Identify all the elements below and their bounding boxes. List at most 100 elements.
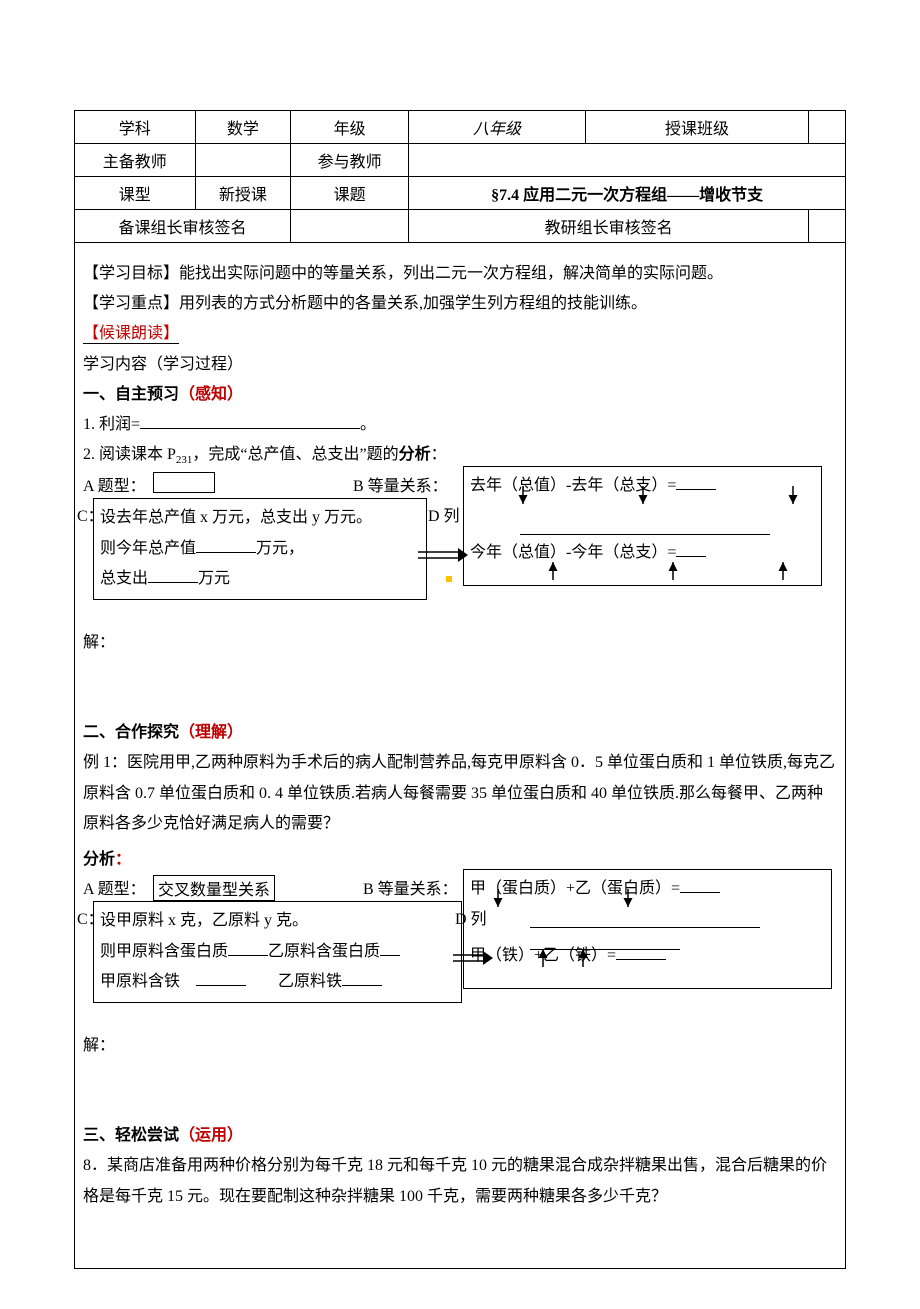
section1-title-black: 一、自主预习 [83, 386, 179, 403]
blank [196, 969, 246, 986]
cell-type: 新授课 [195, 177, 291, 210]
spacer [83, 1061, 837, 1101]
learning-focus: 【学习重点】用列表的方式分析题中的各量关系,加强学生列方程组的技能训练。 [83, 289, 837, 313]
blank [342, 969, 382, 986]
blank [228, 939, 268, 956]
s1-q2-colon: ： [431, 446, 447, 463]
s2-analysis: 分析： [83, 845, 837, 869]
section2-title: 二、合作探究（理解） [83, 718, 837, 742]
page: 学科 数学 年级 八年级 授课班级 主备教师 参与教师 课型 新授课 课题 §7… [0, 0, 920, 1309]
s1-C-line2: 则今年总产值 万元， [100, 534, 420, 564]
cell-type-label: 课型 [75, 177, 196, 210]
s1-C-line2a: 则今年总产值 [100, 540, 196, 557]
cell-grade: 八年级 [409, 111, 586, 144]
s1-C-label: C： [77, 502, 104, 526]
section3-title: 三、轻松尝试（运用） [83, 1121, 837, 1145]
cell-class-label: 授课班级 [585, 111, 808, 144]
cell-co-teacher-label: 参与教师 [291, 144, 409, 177]
s1-C-line3b: 万元 [198, 570, 230, 587]
s2-A-box: 交叉数量型关系 [153, 875, 275, 901]
section2-title-black: 二、合作探究 [83, 724, 179, 741]
blank [196, 536, 256, 553]
s1-C-line3a: 总支出 [100, 570, 148, 587]
study-content-label: 学习内容（学习过程） [83, 350, 837, 374]
blank [148, 566, 198, 583]
section3-title-red: （运用） [179, 1127, 243, 1144]
blank [676, 473, 716, 490]
s1-A-box [153, 472, 215, 493]
s2-C-line1: 设甲原料 x 克，乙原料 y 克。 [100, 906, 455, 936]
cell-group-sign [291, 210, 409, 243]
blank [140, 412, 360, 429]
s3-question: 8．某商店准备用两种价格分别为每千克 18 元和每千克 10 元的糖果混合成杂拌… [83, 1151, 837, 1212]
s1-q2: 2. 阅读课本 P231，完成“总产值、总支出”题的分析： [83, 440, 837, 466]
cell-research-sign [809, 210, 846, 243]
section1-title: 一、自主预习（感知） [83, 380, 837, 404]
blank [380, 939, 400, 956]
s1-q1: 1. 利润=。 [83, 410, 837, 434]
table-row: 主备教师 参与教师 [75, 144, 846, 177]
focus-label: 【学习重点】 [83, 295, 179, 312]
blank [676, 540, 706, 557]
s1-C-line1: 设去年总产值 x 万元，总支出 y 万元。 [100, 503, 420, 533]
s1-left-box: 设去年总产值 x 万元，总支出 y 万元。 则今年总产值 万元， 总支出 万元 [93, 498, 427, 600]
blank [520, 518, 770, 535]
s2-analysis-text: 分析 [83, 851, 115, 868]
content-body: 【学习目标】能找出实际问题中的等量关系，列出二元一次方程组，解决简单的实际问题。… [74, 243, 846, 1269]
s2-B-text: 甲（蛋白质）+乙（蛋白质）= [470, 874, 825, 904]
s1-C-line3: 总支出 万元 [100, 564, 420, 594]
cell-topic-label: 课题 [291, 177, 409, 210]
cell-main-teacher-label: 主备教师 [75, 144, 196, 177]
s2-C-line3: 甲原料含铁 乙原料铁 [100, 967, 455, 997]
s3-q-text: 某商店准备用两种价格分别为每千克 18 元和每千克 10 元的糖果混合成杂拌糖果… [83, 1157, 827, 1204]
section2-title-red: （理解） [179, 724, 243, 741]
section1-title-red: （感知） [179, 386, 243, 403]
s1-B-label: B 等量关系： [353, 472, 448, 496]
s2-ex-text: 医院用甲,乙两种原料为手术后的病人配制营养品,每克甲原料含 0．5 单位蛋白质和… [83, 754, 835, 832]
learning-goal: 【学习目标】能找出实际问题中的等量关系，列出二元一次方程组，解决简单的实际问题。 [83, 259, 837, 283]
table-row: 学科 数学 年级 八年级 授课班级 [75, 111, 846, 144]
s1-D-text: 今年（总值）-今年（总支）= [470, 538, 815, 568]
s1-D-text-span: 今年（总值）-今年（总支）= [470, 544, 676, 561]
cell-group-sign-label: 备课组长审核签名 [75, 210, 291, 243]
s2-ex-prefix: 例 1： [83, 754, 127, 771]
section3-title-black: 三、轻松尝试 [83, 1127, 179, 1144]
spacer [83, 1218, 837, 1238]
s2-A-label: A 题型： [83, 875, 146, 899]
blank [530, 911, 760, 928]
s1-C-line2b: 万元， [256, 540, 304, 557]
s1-B-text-span: 去年（总值）-去年（总支）= [470, 477, 676, 494]
blank [530, 933, 680, 950]
s1-q2-prefix: 2. 阅读课本 P [83, 446, 176, 463]
goal-text: 能找出实际问题中的等量关系，列出二元一次方程组，解决简单的实际问题。 [179, 265, 723, 282]
cell-class [809, 111, 846, 144]
s2-solve: 解： [83, 1031, 837, 1055]
s2-right-box: 甲（蛋白质）+乙（蛋白质）= 甲（铁）+乙（铁）= [463, 869, 832, 989]
s1-B-text: 去年（总值）-去年（总支）= [470, 471, 815, 501]
read-label: 【候课朗读】 [83, 319, 179, 344]
s1-q2-bold: 分析 [399, 446, 431, 463]
s2-mid-line [470, 905, 825, 941]
s1-q1-suffix: 。 [360, 416, 376, 433]
s1-right-box: 去年（总值）-去年（总支）= 今年（总值）-今年（总支）= [463, 466, 822, 586]
goal-label: 【学习目标】 [83, 265, 179, 282]
s2-left-box: 设甲原料 x 克，乙原料 y 克。 则甲原料含蛋白质乙原料含蛋白质 甲原料含铁 … [93, 901, 462, 1003]
s1-q2-sub: 231 [176, 454, 193, 466]
s2-B-label: B 等量关系： [363, 875, 458, 899]
diagram-1: A 题型： B 等量关系： 去年（总值）-去年（总支）= 今年（总值）-今年（总… [83, 472, 837, 622]
blank [680, 876, 720, 893]
cell-grade-label: 年级 [291, 111, 409, 144]
table-row: 备课组长审核签名 教研组长审核签名 [75, 210, 846, 243]
focus-text: 用列表的方式分析题中的各量关系,加强学生列方程组的技能训练。 [179, 295, 647, 312]
s3-q-prefix: 8． [83, 1157, 107, 1174]
s2-D-label: D 列 [455, 905, 487, 929]
cell-subject-label: 学科 [75, 111, 196, 144]
cell-co-teacher [409, 144, 846, 177]
s2-example: 例 1：医院用甲,乙两种原料为手术后的病人配制营养品,每克甲原料含 0．5 单位… [83, 748, 837, 839]
cell-research-sign-label: 教研组长审核签名 [409, 210, 809, 243]
s1-q2-suffix: ，完成“总产值、总支出”题的 [192, 446, 398, 463]
cell-subject: 数学 [195, 111, 291, 144]
s2-C-line2: 则甲原料含蛋白质乙原料含蛋白质 [100, 937, 455, 967]
table-row: 课型 新授课 课题 §7.4 应用二元一次方程组——增收节支 [75, 177, 846, 210]
cell-main-teacher [195, 144, 291, 177]
